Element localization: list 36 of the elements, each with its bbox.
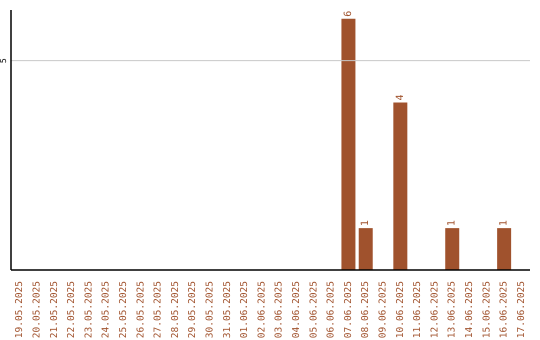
x-tick-label: 24.05.2025 bbox=[100, 281, 112, 338]
x-tick-label: 27.05.2025 bbox=[152, 281, 164, 338]
x-tick-label: 22.05.2025 bbox=[66, 281, 78, 338]
x-tick-label: 02.06.2025 bbox=[256, 281, 268, 338]
x-tick-label: 20.05.2025 bbox=[31, 281, 42, 338]
x-tick-label: 06.06.2025 bbox=[326, 281, 337, 338]
x-tick-label: 13.06.2025 bbox=[446, 281, 458, 338]
x-tick-label: 31.05.2025 bbox=[222, 281, 233, 338]
x-tick-label: 07.06.2025 bbox=[342, 281, 354, 338]
x-tick-label: 08.06.2025 bbox=[360, 281, 372, 338]
x-tick-label: 23.05.2025 bbox=[83, 281, 94, 338]
data-label: 6 bbox=[342, 10, 354, 17]
x-tick-label: 19.05.2025 bbox=[14, 281, 26, 338]
x-tick-label: 14.06.2025 bbox=[464, 281, 475, 338]
x-tick-label: 10.06.2025 bbox=[394, 281, 406, 338]
x-tick-label: 26.05.2025 bbox=[135, 281, 146, 338]
x-tick-label: 01.06.2025 bbox=[239, 281, 250, 338]
x-tick-label: 11.06.2025 bbox=[412, 281, 424, 338]
x-tick-label: 05.06.2025 bbox=[308, 281, 320, 338]
x-tick-label: 04.06.2025 bbox=[290, 281, 302, 338]
x-tick-label: 28.05.2025 bbox=[170, 281, 181, 338]
x-tick-label: 12.06.2025 bbox=[429, 281, 440, 338]
x-tick-label: 25.05.2025 bbox=[118, 281, 129, 338]
x-tick-label: 21.05.2025 bbox=[48, 281, 60, 338]
x-tick-label: 16.06.2025 bbox=[498, 281, 510, 338]
x-tick-label: 03.06.2025 bbox=[274, 281, 285, 338]
data-label: 1 bbox=[498, 220, 510, 226]
x-tick-label: 15.06.2025 bbox=[481, 281, 492, 338]
data-label: 1 bbox=[446, 220, 458, 226]
x-tick-label: 09.06.2025 bbox=[377, 281, 388, 338]
data-label: 4 bbox=[394, 94, 406, 101]
ref-line-label: 5 bbox=[0, 58, 8, 64]
x-tick-label: 30.05.2025 bbox=[204, 281, 216, 338]
data-label: 1 bbox=[360, 220, 372, 226]
x-tick-label: 29.05.2025 bbox=[187, 281, 198, 338]
x-tick-label: 17.06.2025 bbox=[516, 281, 527, 338]
